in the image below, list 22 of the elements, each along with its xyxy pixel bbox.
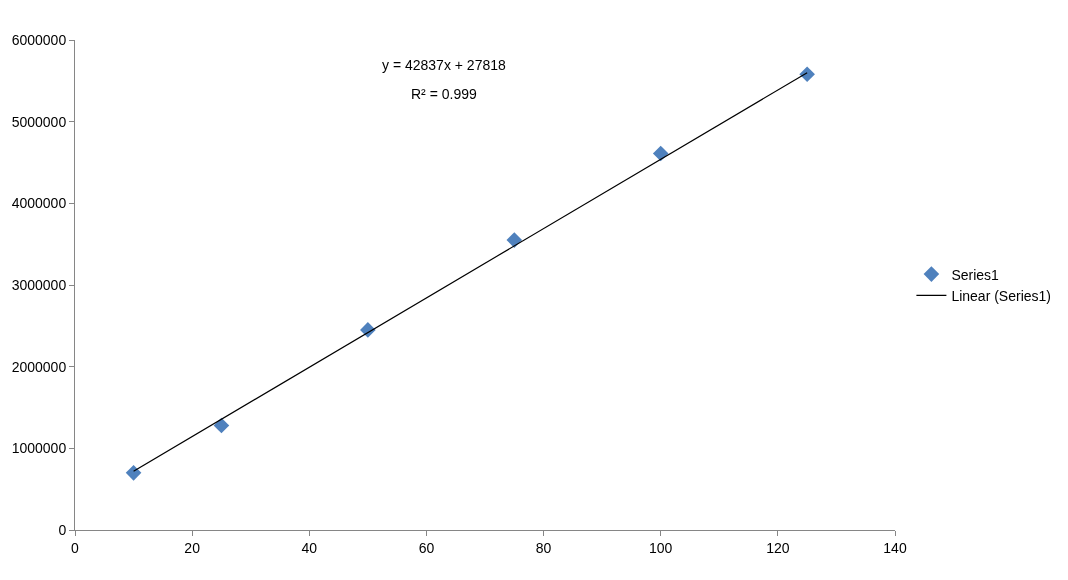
point	[506, 232, 523, 248]
y-tick-label: 2000000	[11, 358, 67, 375]
point	[799, 66, 815, 83]
annotation: y = 42837x + 27818	[382, 57, 506, 73]
legend-label: Linear (Series1)	[951, 287, 1052, 304]
y-tick-label: 0	[58, 521, 67, 538]
y-tick-label: 3000000	[11, 276, 67, 293]
x-tick-label: 60	[418, 539, 435, 556]
x-tick-label: 40	[301, 539, 318, 556]
legend-label: Series1	[951, 266, 1000, 283]
y-tick-label: 5000000	[11, 113, 67, 130]
annotation: R² = 0.999	[411, 86, 477, 102]
x-tick-label: 140	[883, 539, 907, 556]
x-tick-label: 0	[71, 539, 80, 556]
x-tick-label: 80	[535, 539, 552, 556]
y-tick-label: 6000000	[11, 31, 67, 48]
point	[125, 465, 142, 481]
y-tick-label: 4000000	[11, 195, 67, 212]
y-tick-label: 1000000	[11, 440, 67, 457]
x-tick-label: 20	[184, 539, 201, 556]
x-tick-label: 120	[766, 539, 790, 556]
x-tick-label: 100	[649, 539, 673, 556]
